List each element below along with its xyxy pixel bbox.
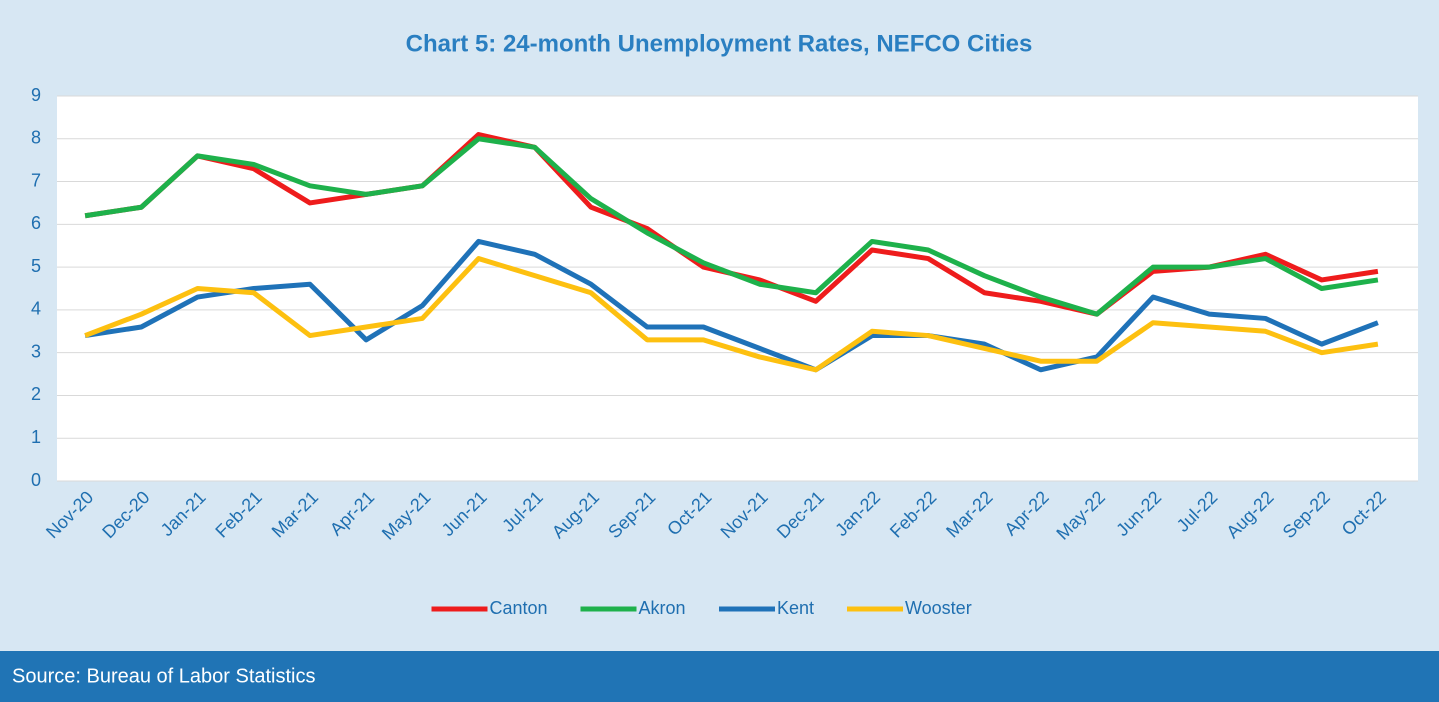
legend-label: Wooster	[905, 598, 972, 618]
line	[84, 238, 1379, 373]
footer	[0, 651, 1439, 702]
legend-label: Canton	[490, 598, 548, 618]
legend-label: Kent	[777, 598, 814, 618]
y-tick-label: 4	[31, 299, 41, 319]
y-tick-label: 1	[31, 427, 41, 447]
y-tick-label: 2	[31, 384, 41, 404]
y-tick-label: 8	[31, 128, 41, 148]
legend-label: Akron	[639, 598, 686, 618]
line	[84, 136, 1379, 317]
y-tick-label: 6	[31, 213, 41, 233]
y-tick-label: 7	[31, 170, 41, 190]
y-tick-label: 3	[31, 341, 41, 361]
y-tick-label: 5	[31, 256, 41, 276]
source: Source: Bureau of Labor Statistics	[12, 665, 316, 687]
y-tick-label: 0	[31, 470, 41, 490]
y-tick-label: 9	[31, 85, 41, 105]
chart-title: Chart 5: 24-month Unemployment Rates, NE…	[406, 30, 1033, 57]
line	[84, 256, 1379, 373]
